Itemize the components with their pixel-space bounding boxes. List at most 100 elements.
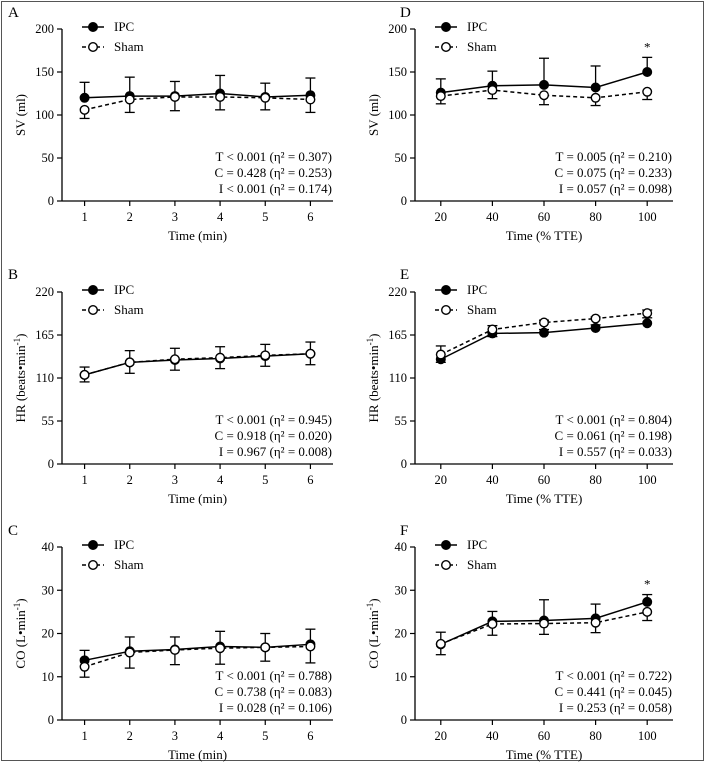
y-tick-label: 40 <box>42 540 55 554</box>
data-point <box>169 644 180 655</box>
panel-label: D <box>400 5 411 21</box>
panel-f: F 0 10 20 30 40 20 40 60 80 100 Time (% TTE) CO (L•m… <box>365 523 673 762</box>
y-tick-label: 10 <box>395 670 408 684</box>
stats-line: T < 0.001 (η² = 0.945) <box>216 412 332 427</box>
series-line-sham <box>84 96 311 111</box>
y-tick-label: 0 <box>48 457 54 471</box>
legend-marker <box>441 285 452 296</box>
data-point <box>590 82 601 93</box>
significance-marker: * <box>644 39 651 54</box>
legend: IPC Sham <box>435 537 497 572</box>
legend: IPC Sham <box>82 537 144 572</box>
y-tick-label: 100 <box>35 108 54 122</box>
panel-label: B <box>8 267 18 283</box>
y-axis-label-end: ) <box>366 598 381 602</box>
stats-line: I = 0.028 (η² = 0.106) <box>219 700 332 715</box>
legend-label: Sham <box>114 557 144 572</box>
y-axis-label-main: CO (L•min <box>13 610 28 669</box>
data-point <box>305 641 316 652</box>
y-axis-label: SV (ml) <box>366 94 381 136</box>
series-sham <box>435 85 653 107</box>
y-axis-label: HR (beats•min-1) <box>12 334 28 423</box>
x-tick-label: 3 <box>172 729 178 743</box>
x-tick-label: 80 <box>589 729 602 743</box>
data-point <box>435 91 446 102</box>
stats-line: I = 0.557 (η² = 0.033) <box>559 444 672 459</box>
data-point <box>215 643 226 654</box>
y-tick-label: 165 <box>388 328 407 342</box>
y-tick-label: 150 <box>35 65 54 79</box>
y-axis-label: HR (beats•min-1) <box>365 334 381 423</box>
data-point <box>260 642 271 653</box>
data-point <box>260 350 271 361</box>
x-tick-label: 6 <box>307 729 313 743</box>
series-line-ipc <box>84 643 311 662</box>
y-tick-label: 20 <box>395 627 408 641</box>
y-tick-label: 10 <box>42 670 55 684</box>
x-tick-label: 100 <box>638 210 657 224</box>
legend-marker <box>87 560 98 571</box>
x-tick-label: 2 <box>127 210 133 224</box>
data-point <box>79 661 90 672</box>
stats-line: T = 0.005 (η² = 0.210) <box>556 149 672 164</box>
x-tick-label: 3 <box>172 210 178 224</box>
legend-label: Sham <box>467 302 497 317</box>
panel-d: D 0 50 100 150 200 20 40 60 80 100 Time (% TTE) SV (… <box>366 5 673 243</box>
x-axis-label: Time (min) <box>168 491 227 506</box>
y-tick-label: 110 <box>389 371 407 385</box>
series-sham <box>435 606 653 656</box>
y-tick-label: 50 <box>42 151 55 165</box>
data-point <box>642 606 653 617</box>
stats-line: C = 0.441 (η² = 0.045) <box>555 684 672 699</box>
data-point <box>642 308 653 319</box>
data-point <box>642 66 653 77</box>
y-axis-label-sup: -1 <box>12 338 22 346</box>
x-tick-label: 6 <box>307 473 313 487</box>
x-tick-label: 1 <box>81 729 87 743</box>
data-point <box>79 369 90 380</box>
legend-label: IPC <box>114 537 134 552</box>
y-axis-label-end: ) <box>366 334 381 338</box>
data-point <box>590 92 601 103</box>
y-tick-label: 0 <box>401 457 407 471</box>
stats-line: I = 0.967 (η² = 0.008) <box>219 444 332 459</box>
stats-line: C = 0.738 (η² = 0.083) <box>215 684 332 699</box>
y-axis-label: SV (ml) <box>13 94 28 136</box>
panel-a: A 0 50 100 150 200 1 2 3 4 5 6 Time (min) SV (ml) IPC S… <box>8 5 333 243</box>
legend-marker <box>441 305 452 316</box>
series-sham <box>79 348 316 383</box>
x-axis-label: Time (% TTE) <box>506 228 583 243</box>
y-tick-label: 30 <box>395 583 408 597</box>
legend-label: IPC <box>114 19 134 34</box>
data-point <box>539 317 550 328</box>
series-line-sham <box>84 645 311 668</box>
data-point <box>590 617 601 628</box>
series-line-sham <box>84 353 311 376</box>
x-tick-label: 80 <box>589 210 602 224</box>
legend-label: IPC <box>467 282 487 297</box>
y-axis-label-sup: -1 <box>12 603 22 611</box>
series-line-ipc <box>84 92 311 99</box>
y-tick-label: 0 <box>401 713 407 727</box>
y-axis-label: CO (L•min-1) <box>365 598 381 668</box>
stats-line: T < 0.001 (η² = 0.804) <box>556 412 672 427</box>
legend-marker <box>441 560 452 571</box>
legend-marker <box>87 285 98 296</box>
data-point <box>124 94 135 105</box>
x-tick-label: 40 <box>486 729 499 743</box>
y-tick-label: 110 <box>36 371 54 385</box>
y-tick-label: 0 <box>48 713 54 727</box>
legend-marker <box>87 22 98 33</box>
x-tick-label: 20 <box>435 473 448 487</box>
x-tick-label: 3 <box>172 473 178 487</box>
series-sham <box>79 91 316 120</box>
series-line-sham <box>440 312 648 356</box>
legend-label: IPC <box>467 537 487 552</box>
data-point <box>79 92 90 103</box>
y-tick-label: 50 <box>395 151 408 165</box>
data-point <box>642 596 653 607</box>
x-tick-label: 20 <box>435 729 448 743</box>
data-point <box>539 90 550 101</box>
